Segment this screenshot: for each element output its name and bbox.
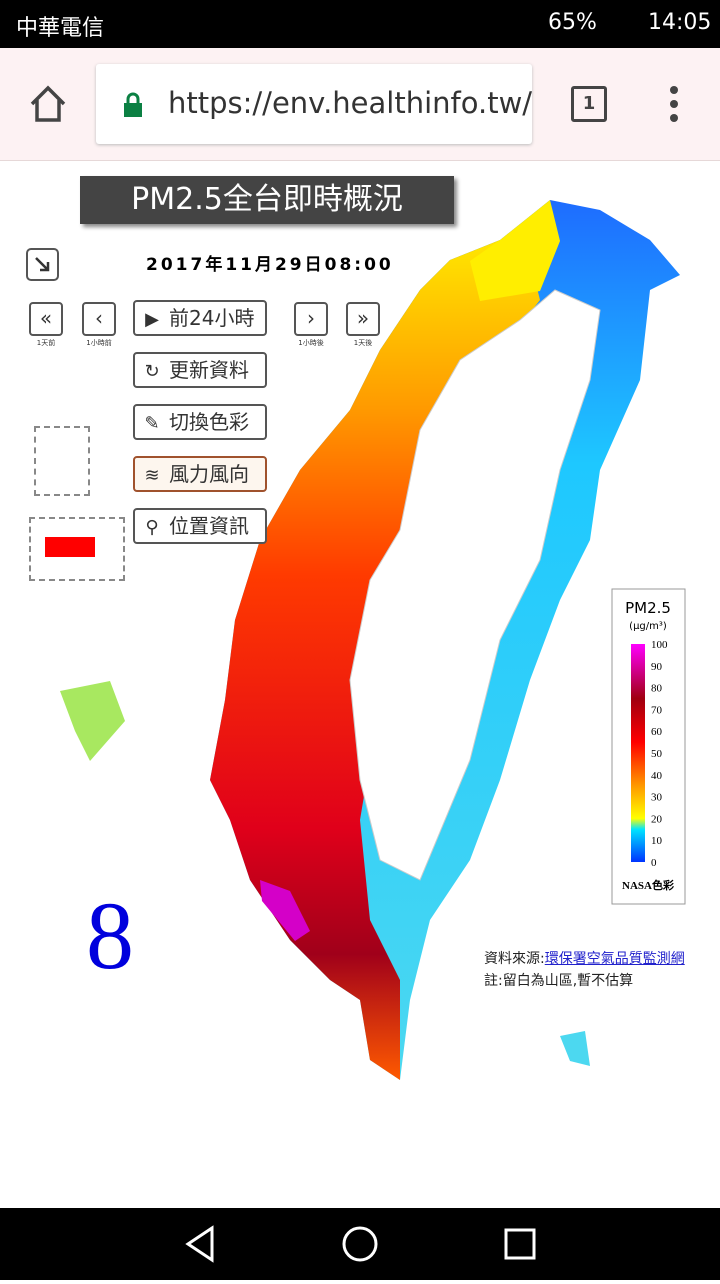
home-button[interactable] bbox=[28, 84, 68, 124]
source: 資料來源:環保署空氣品質監測網 bbox=[484, 948, 685, 968]
button-label: 風力風向 bbox=[169, 462, 249, 486]
browser-bar: https://env.healthinfo.tw/ 1 bbox=[0, 48, 720, 161]
legend-tick-label: 50 bbox=[651, 748, 663, 760]
legend-tick-label: 40 bbox=[651, 770, 663, 782]
legend-unit: (μg/m³) bbox=[629, 621, 667, 632]
wind-toggle[interactable] bbox=[34, 426, 90, 496]
legend-footer: NASA色彩 bbox=[622, 878, 674, 892]
legend-tick-label: 70 bbox=[651, 704, 663, 716]
url-bar[interactable]: https://env.healthinfo.tw/ bbox=[96, 64, 532, 144]
url: https://env.healthinfo.tw/ bbox=[168, 86, 532, 120]
lock-icon bbox=[124, 92, 142, 117]
source-label: 資料來源: bbox=[484, 951, 545, 967]
status-bar: 中華電信 65% 14:05 bbox=[0, 0, 720, 48]
next-hour[interactable]: › bbox=[294, 302, 328, 336]
collapse-button[interactable] bbox=[26, 248, 60, 282]
datetime: 2017年11月29日08:00 bbox=[146, 255, 394, 275]
menu-button[interactable] bbox=[664, 84, 684, 124]
battery: 65% bbox=[548, 10, 597, 35]
button-label: 位置資訊 bbox=[169, 514, 249, 538]
button[interactable]: ▶ 前24小時 bbox=[133, 300, 267, 336]
nav-bar bbox=[0, 1208, 720, 1280]
button-label: 前24小時 bbox=[169, 306, 255, 330]
big-number: 8 bbox=[86, 882, 134, 989]
button-label: 切換色彩 bbox=[169, 410, 249, 434]
button[interactable]: ↻ 更新資料 bbox=[133, 352, 267, 388]
legend-title: PM2.5 bbox=[625, 599, 671, 617]
legend-tick-label: 0 bbox=[651, 857, 657, 869]
island-toggle[interactable] bbox=[29, 517, 125, 581]
legend-tick-label: 60 bbox=[651, 726, 663, 738]
nav-label: 1小時前 bbox=[86, 339, 112, 347]
nav-label: 1小時後 bbox=[298, 339, 324, 347]
map: PM2.5 (μg/m³) NASA色彩 1009080706050403020… bbox=[60, 200, 686, 1080]
legend-tick-label: 80 bbox=[651, 683, 663, 695]
color-bar bbox=[631, 644, 645, 862]
prev-hour[interactable]: ‹ bbox=[82, 302, 116, 336]
legend: PM2.5 (μg/m³) NASA色彩 1009080706050403020… bbox=[611, 588, 686, 905]
nav-label: 1天前 bbox=[36, 339, 56, 347]
carrier: 中華電信 bbox=[16, 16, 105, 41]
nav-label: 1天後 bbox=[353, 339, 373, 347]
legend-tick-label: 90 bbox=[651, 661, 663, 673]
taiwan bbox=[60, 200, 680, 1080]
prev-day[interactable]: « bbox=[29, 302, 63, 336]
page-title: PM2.5全台即時概況 bbox=[80, 176, 454, 224]
tab-count[interactable]: 1 bbox=[571, 86, 607, 122]
note: 註:留白為山區,暫不估算 bbox=[484, 973, 634, 989]
legend-tick-label: 30 bbox=[651, 792, 663, 804]
legend-tick-label: 10 bbox=[651, 835, 663, 847]
next-day[interactable]: » bbox=[346, 302, 380, 336]
clock: 14:05 bbox=[648, 10, 712, 35]
source-link[interactable]: 環保署空氣品質監測網 bbox=[544, 951, 685, 967]
button[interactable]: ✎ 切換色彩 bbox=[133, 404, 267, 440]
nav-icons bbox=[185, 1225, 536, 1263]
legend-tick-label: 20 bbox=[651, 813, 663, 825]
legend-tick-label: 100 bbox=[651, 639, 668, 651]
button-label: 更新資料 bbox=[169, 358, 249, 382]
button[interactable]: ≋ 風力風向 bbox=[133, 456, 267, 492]
button[interactable]: ⚲ 位置資訊 bbox=[133, 508, 267, 544]
